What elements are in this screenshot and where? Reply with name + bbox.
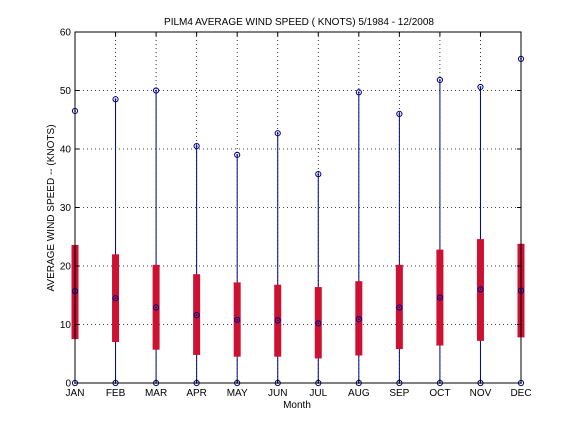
max-point-dot-jul	[317, 173, 320, 176]
mean-point-dot-aug	[357, 318, 360, 321]
max-point-jun	[274, 130, 281, 137]
mean-point-dot-jun	[276, 319, 279, 322]
mean-point-nov	[477, 286, 484, 293]
x-tick-label: AUG	[348, 388, 370, 399]
mean-point-apr	[193, 312, 200, 319]
mean-point-dot-mar	[155, 306, 157, 309]
max-point-oct	[436, 76, 444, 84]
x-tick-label: JUL	[309, 388, 327, 399]
max-point-sep	[396, 110, 403, 118]
mean-point-may	[234, 316, 241, 323]
y-tick-label: 50	[60, 86, 72, 97]
x-tick-label: JAN	[66, 388, 85, 399]
mean-point-dot-feb	[114, 297, 117, 300]
y-tick-label: 10	[60, 320, 72, 331]
y-tick-label: 60	[60, 28, 72, 39]
max-point-dot-apr	[195, 145, 198, 147]
mean-point-dot-jul	[317, 322, 320, 325]
mean-point-dot-may	[236, 318, 239, 321]
x-tick-label: JUN	[268, 388, 287, 399]
max-point-dot-mar	[155, 89, 157, 92]
y-tick-label: 40	[60, 145, 72, 156]
max-point-apr	[193, 142, 200, 150]
x-tick-label: OCT	[429, 388, 450, 399]
y-axis-label: AVERAGE WIND SPEED -- (KNOTS)	[46, 124, 57, 291]
mean-point-oct	[436, 294, 444, 301]
mean-point-jul	[315, 320, 322, 327]
mean-point-dot-nov	[479, 288, 482, 291]
max-point-feb	[112, 96, 119, 103]
chart-title: PILM4 AVERAGE WIND SPEED ( KNOTS) 5/1984…	[164, 17, 434, 28]
max-point-dot-feb	[114, 98, 117, 101]
mean-point-feb	[112, 295, 119, 302]
mean-point-jun	[274, 317, 281, 324]
max-point-dot-may	[236, 153, 239, 156]
y-tick-label: 20	[60, 262, 72, 273]
x-tick-label: APR	[186, 388, 207, 399]
max-point-aug	[355, 89, 362, 96]
tick-layer: 0 10 20 30 40 50 60 JAN FEB MAR APR MAY JUN JUL AUG SEP…	[60, 28, 532, 400]
x-tick-label: DEC	[510, 388, 531, 399]
mean-point-dot-sep	[398, 306, 401, 309]
mean-point-dot-oct	[439, 296, 441, 299]
mean-point-dot-apr	[195, 314, 198, 317]
x-tick-label: MAR	[145, 388, 167, 399]
max-point-may	[234, 151, 241, 158]
x-tick-label: FEB	[106, 388, 126, 399]
max-point-nov	[477, 83, 484, 91]
max-point-dot-sep	[398, 113, 401, 115]
x-tick-label: NOV	[470, 388, 492, 399]
y-tick-label: 0	[65, 379, 71, 390]
x-tick-label: MAY	[227, 388, 248, 399]
y-tick-label: 30	[60, 203, 72, 214]
max-point-jul	[315, 171, 322, 178]
max-point-dot-nov	[479, 86, 482, 88]
x-tick-label: SEP	[389, 388, 409, 399]
mean-point-mar	[152, 304, 160, 311]
mean-point-sep	[396, 304, 403, 311]
max-point-dot-jun	[276, 132, 279, 135]
mean-point-aug	[355, 316, 362, 323]
max-point-dot-oct	[439, 79, 441, 81]
x-axis-label: Month	[283, 400, 311, 411]
max-point-mar	[152, 87, 160, 94]
max-point-dot-aug	[357, 91, 360, 94]
